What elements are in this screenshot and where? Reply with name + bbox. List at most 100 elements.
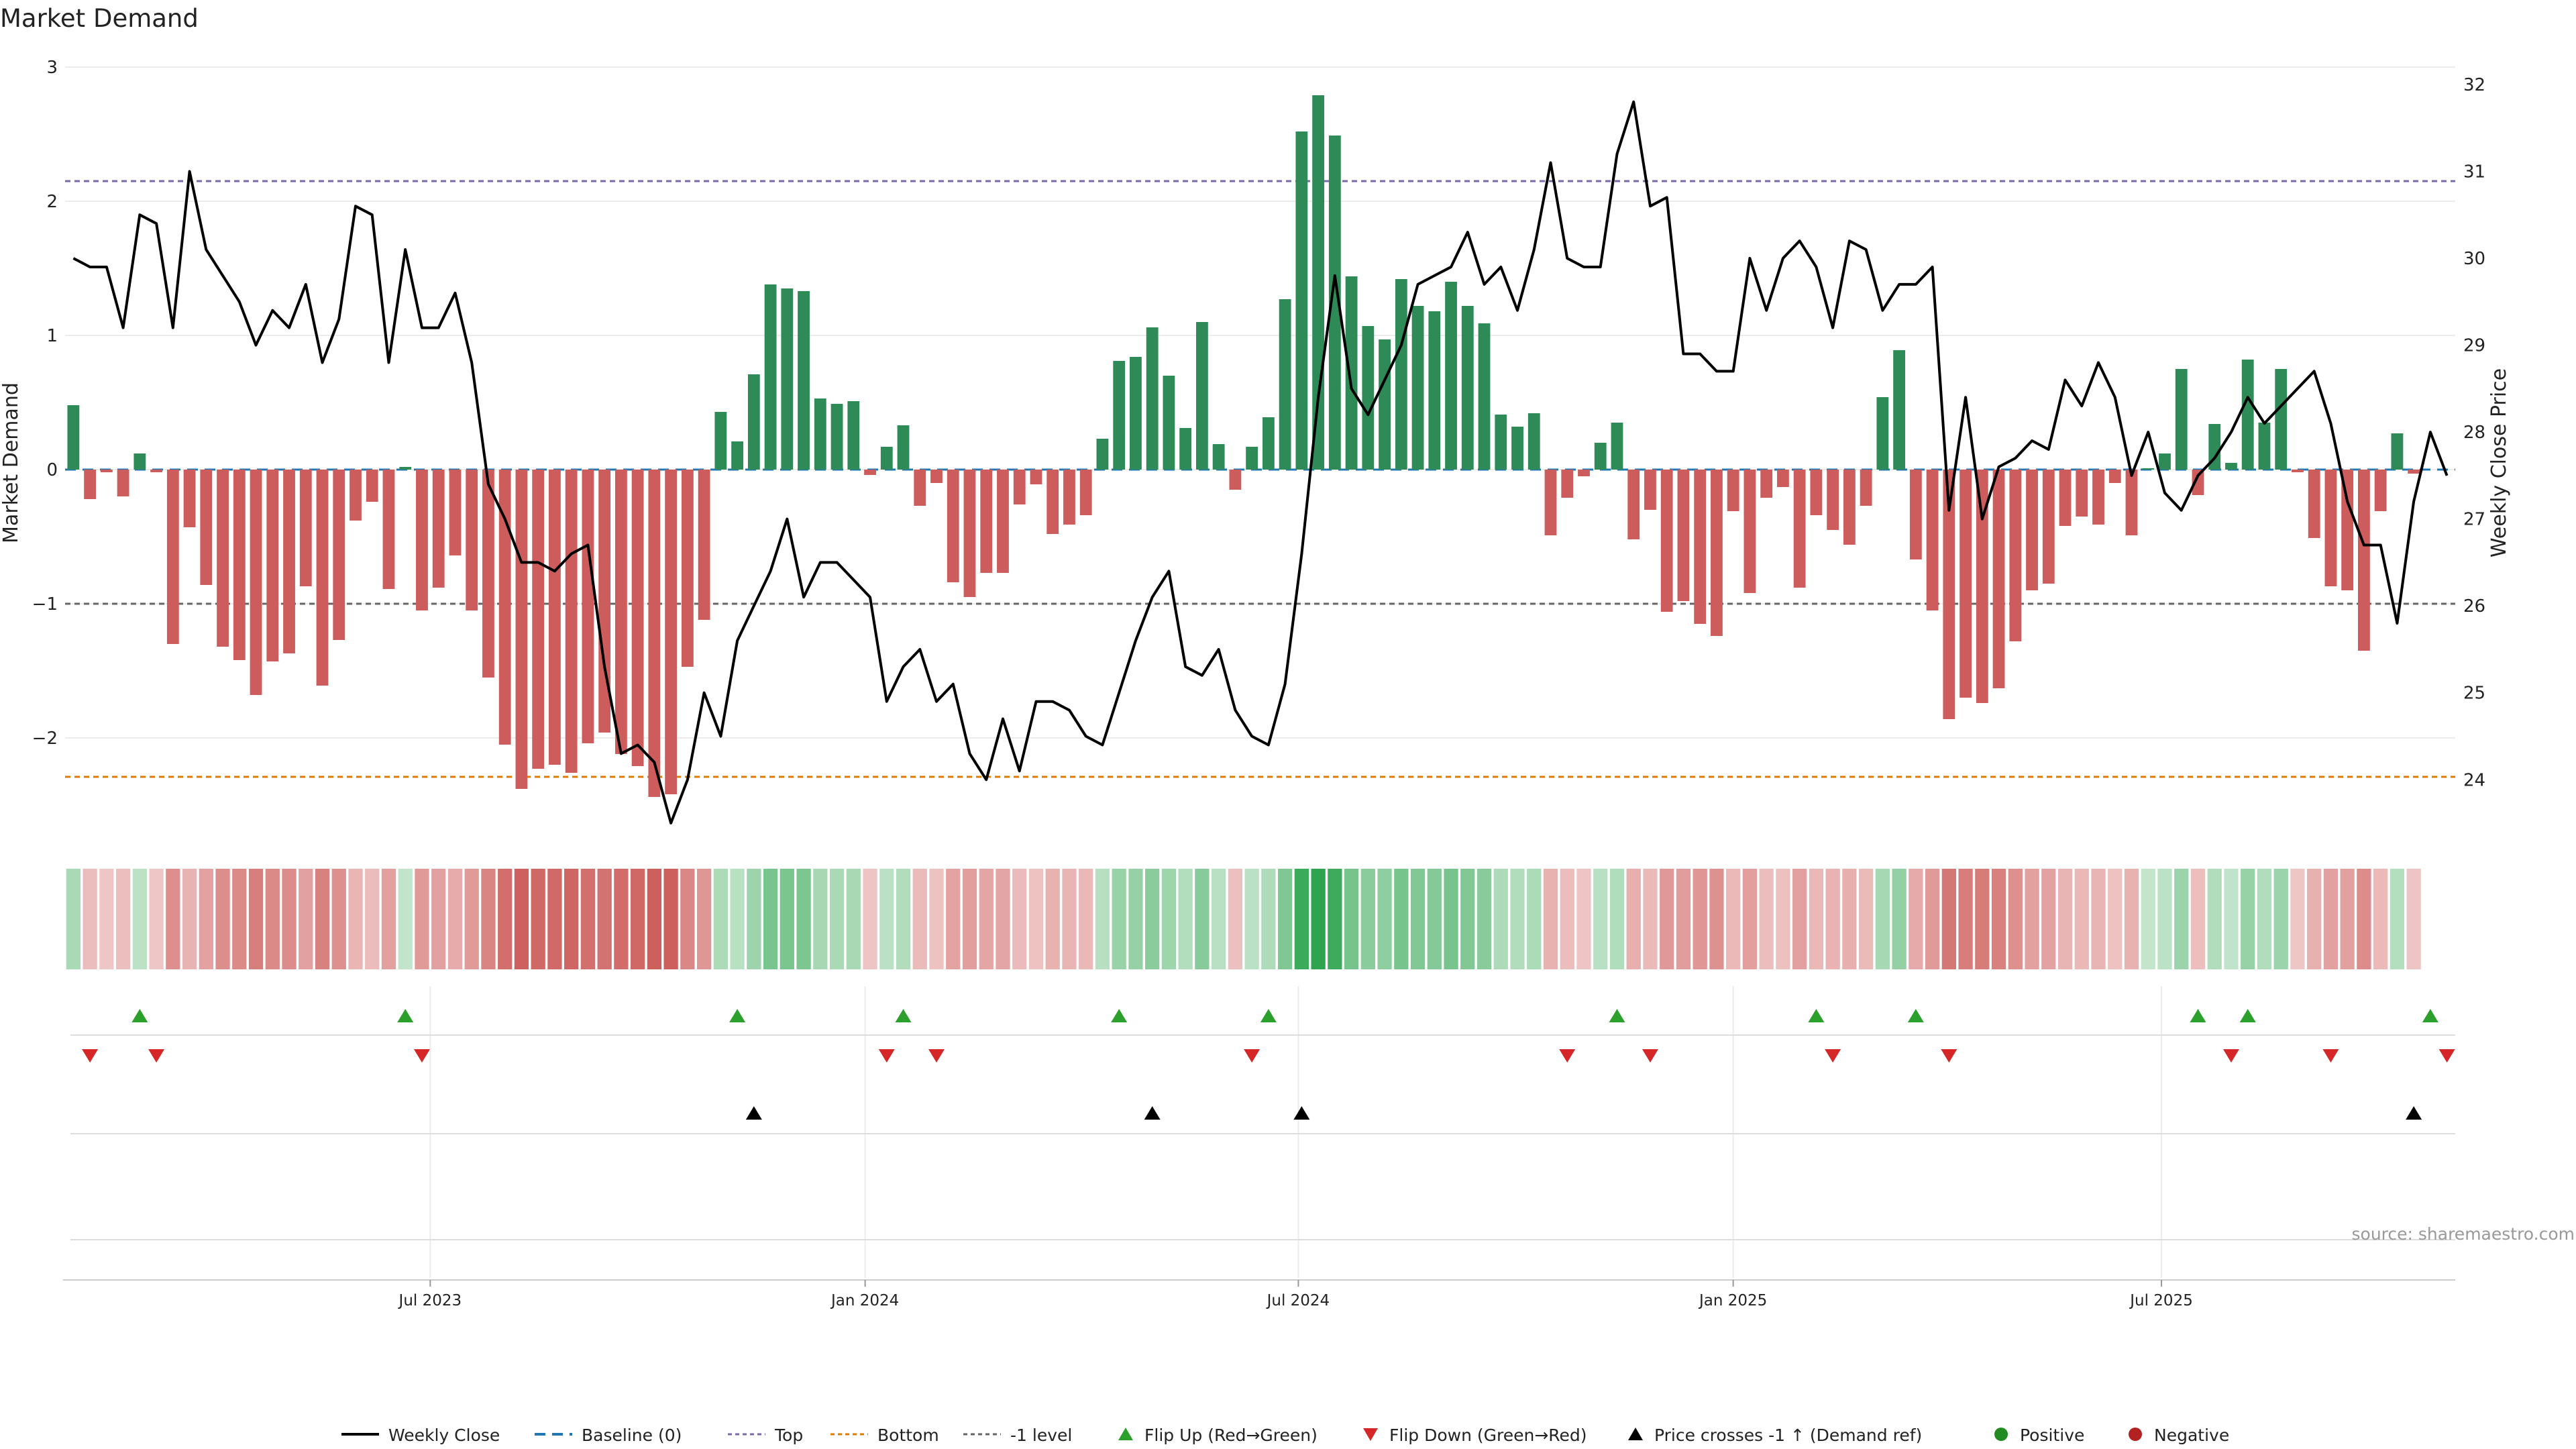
heat-cell-94	[1626, 869, 1641, 969]
demand-bar-21	[416, 470, 428, 610]
heat-cell-29	[547, 869, 562, 969]
demand-bar-138	[2358, 470, 2370, 651]
demand-bar-121	[2076, 470, 2088, 517]
heat-cell-107	[1842, 869, 1857, 969]
legend-item-baseline: Baseline (0)	[535, 1426, 682, 1445]
demand-bar-89	[1544, 470, 1557, 535]
demand-bar-139	[2374, 470, 2387, 511]
heat-cell-124	[2124, 869, 2139, 969]
heat-cell-78	[1360, 869, 1375, 969]
demand-bar-61	[1079, 470, 1092, 515]
legend-label-bottom: Bottom	[877, 1426, 939, 1445]
demand-bar-68	[1195, 322, 1208, 470]
demand-bar-117	[2009, 470, 2022, 641]
heat-cell-113	[1941, 869, 1956, 969]
demand-bar-131	[2241, 360, 2254, 470]
demand-bar-16	[333, 470, 345, 640]
legend-label-baseline: Baseline (0)	[582, 1426, 682, 1445]
demand-bars	[67, 95, 2420, 797]
heat-cell-63	[1112, 869, 1126, 969]
heat-cell-24	[464, 869, 479, 969]
demand-bar-22	[432, 470, 445, 588]
heat-cell-105	[1809, 869, 1824, 969]
demand-bar-126	[2159, 453, 2171, 470]
heat-cell-12	[265, 869, 280, 969]
demand-bar-4	[133, 453, 146, 470]
demand-bar-45	[814, 398, 826, 470]
demand-bar-102	[1760, 470, 1773, 498]
heat-cell-97	[1676, 869, 1691, 969]
flip-down-marker-0	[82, 1049, 99, 1063]
demand-bar-71	[1246, 447, 1258, 470]
demand-bar-8	[200, 470, 213, 585]
source-note: source: sharemaestro.com	[2352, 1224, 2575, 1244]
heat-cell-127	[2174, 869, 2189, 969]
heat-cell-11	[248, 869, 264, 969]
demand-bar-36	[665, 470, 678, 794]
demand-bar-100	[1727, 470, 1739, 511]
demand-bar-86	[1495, 415, 1507, 470]
y-axis-left-ticks: 3 2 1 0 −1 −2	[32, 58, 58, 749]
heat-cell-122	[2091, 869, 2106, 969]
y-tick-right-7: 25	[2463, 684, 2485, 704]
heat-cell-74	[1294, 869, 1309, 969]
legend-label-flipup: Flip Up (Red→Green)	[1144, 1426, 1318, 1445]
heat-cell-87	[1510, 869, 1525, 969]
demand-bar-23	[449, 470, 462, 555]
heat-cell-82	[1427, 869, 1442, 969]
flip-up-marker-10	[2239, 1009, 2256, 1022]
demand-bar-46	[830, 404, 843, 470]
flip-down-marker-11	[2322, 1049, 2339, 1063]
heat-cell-21	[415, 869, 429, 969]
heat-cell-17	[348, 869, 363, 969]
heat-cell-35	[647, 869, 662, 969]
heat-cell-32	[597, 869, 612, 969]
demand-bar-109	[1876, 397, 1889, 470]
demand-bar-48	[864, 470, 876, 475]
heat-cell-7	[182, 869, 197, 969]
demand-bar-31	[582, 470, 594, 743]
demand-bar-34	[631, 470, 644, 766]
heat-cell-126	[2157, 869, 2172, 969]
heat-cell-139	[2373, 869, 2388, 969]
y-tick-left-0: 3	[46, 58, 58, 78]
demand-bar-65	[1146, 327, 1159, 470]
demand-bar-29	[549, 470, 561, 765]
heat-cell-13	[282, 869, 297, 969]
legend-item-neg: Negative	[2129, 1426, 2229, 1445]
heat-cell-37	[680, 869, 695, 969]
demand-bar-42	[764, 284, 777, 470]
heat-cell-102	[1759, 869, 1774, 969]
flip-down-marker-10	[2222, 1049, 2239, 1063]
legend-label-cross: Price crosses -1 ↑ (Demand ref)	[1654, 1426, 1922, 1445]
demand-bar-3	[117, 470, 129, 496]
demand-bar-1	[84, 470, 97, 499]
demand-bar-122	[2092, 470, 2104, 525]
flip-down-marker-2	[413, 1049, 430, 1063]
heat-cell-53	[946, 869, 961, 969]
demand-bar-129	[2208, 424, 2221, 470]
demand-bar-58	[1030, 470, 1042, 484]
heat-cell-130	[2224, 869, 2239, 969]
demand-bar-66	[1163, 376, 1175, 470]
demand-bar-135	[2308, 470, 2320, 538]
demand-heat-strip	[66, 869, 2421, 969]
heat-cell-138	[2357, 869, 2371, 969]
legend-item-top: Top	[728, 1426, 803, 1445]
demand-bar-114	[1960, 470, 1972, 698]
heat-cell-141	[2406, 869, 2421, 969]
heat-cell-128	[2190, 869, 2206, 969]
heat-cell-121	[2074, 869, 2089, 969]
heat-cell-51	[912, 869, 927, 969]
demand-bar-80	[1395, 279, 1407, 470]
demand-bar-63	[1113, 361, 1126, 470]
heat-cell-137	[2340, 869, 2355, 969]
demand-bar-30	[565, 470, 578, 773]
y-tick-right-0: 32	[2463, 75, 2485, 95]
demand-bar-118	[2026, 470, 2038, 590]
heat-cell-76	[1328, 869, 1342, 969]
heat-cell-83	[1444, 869, 1458, 969]
heat-cell-5	[149, 869, 164, 969]
heat-cell-118	[2025, 869, 2039, 969]
